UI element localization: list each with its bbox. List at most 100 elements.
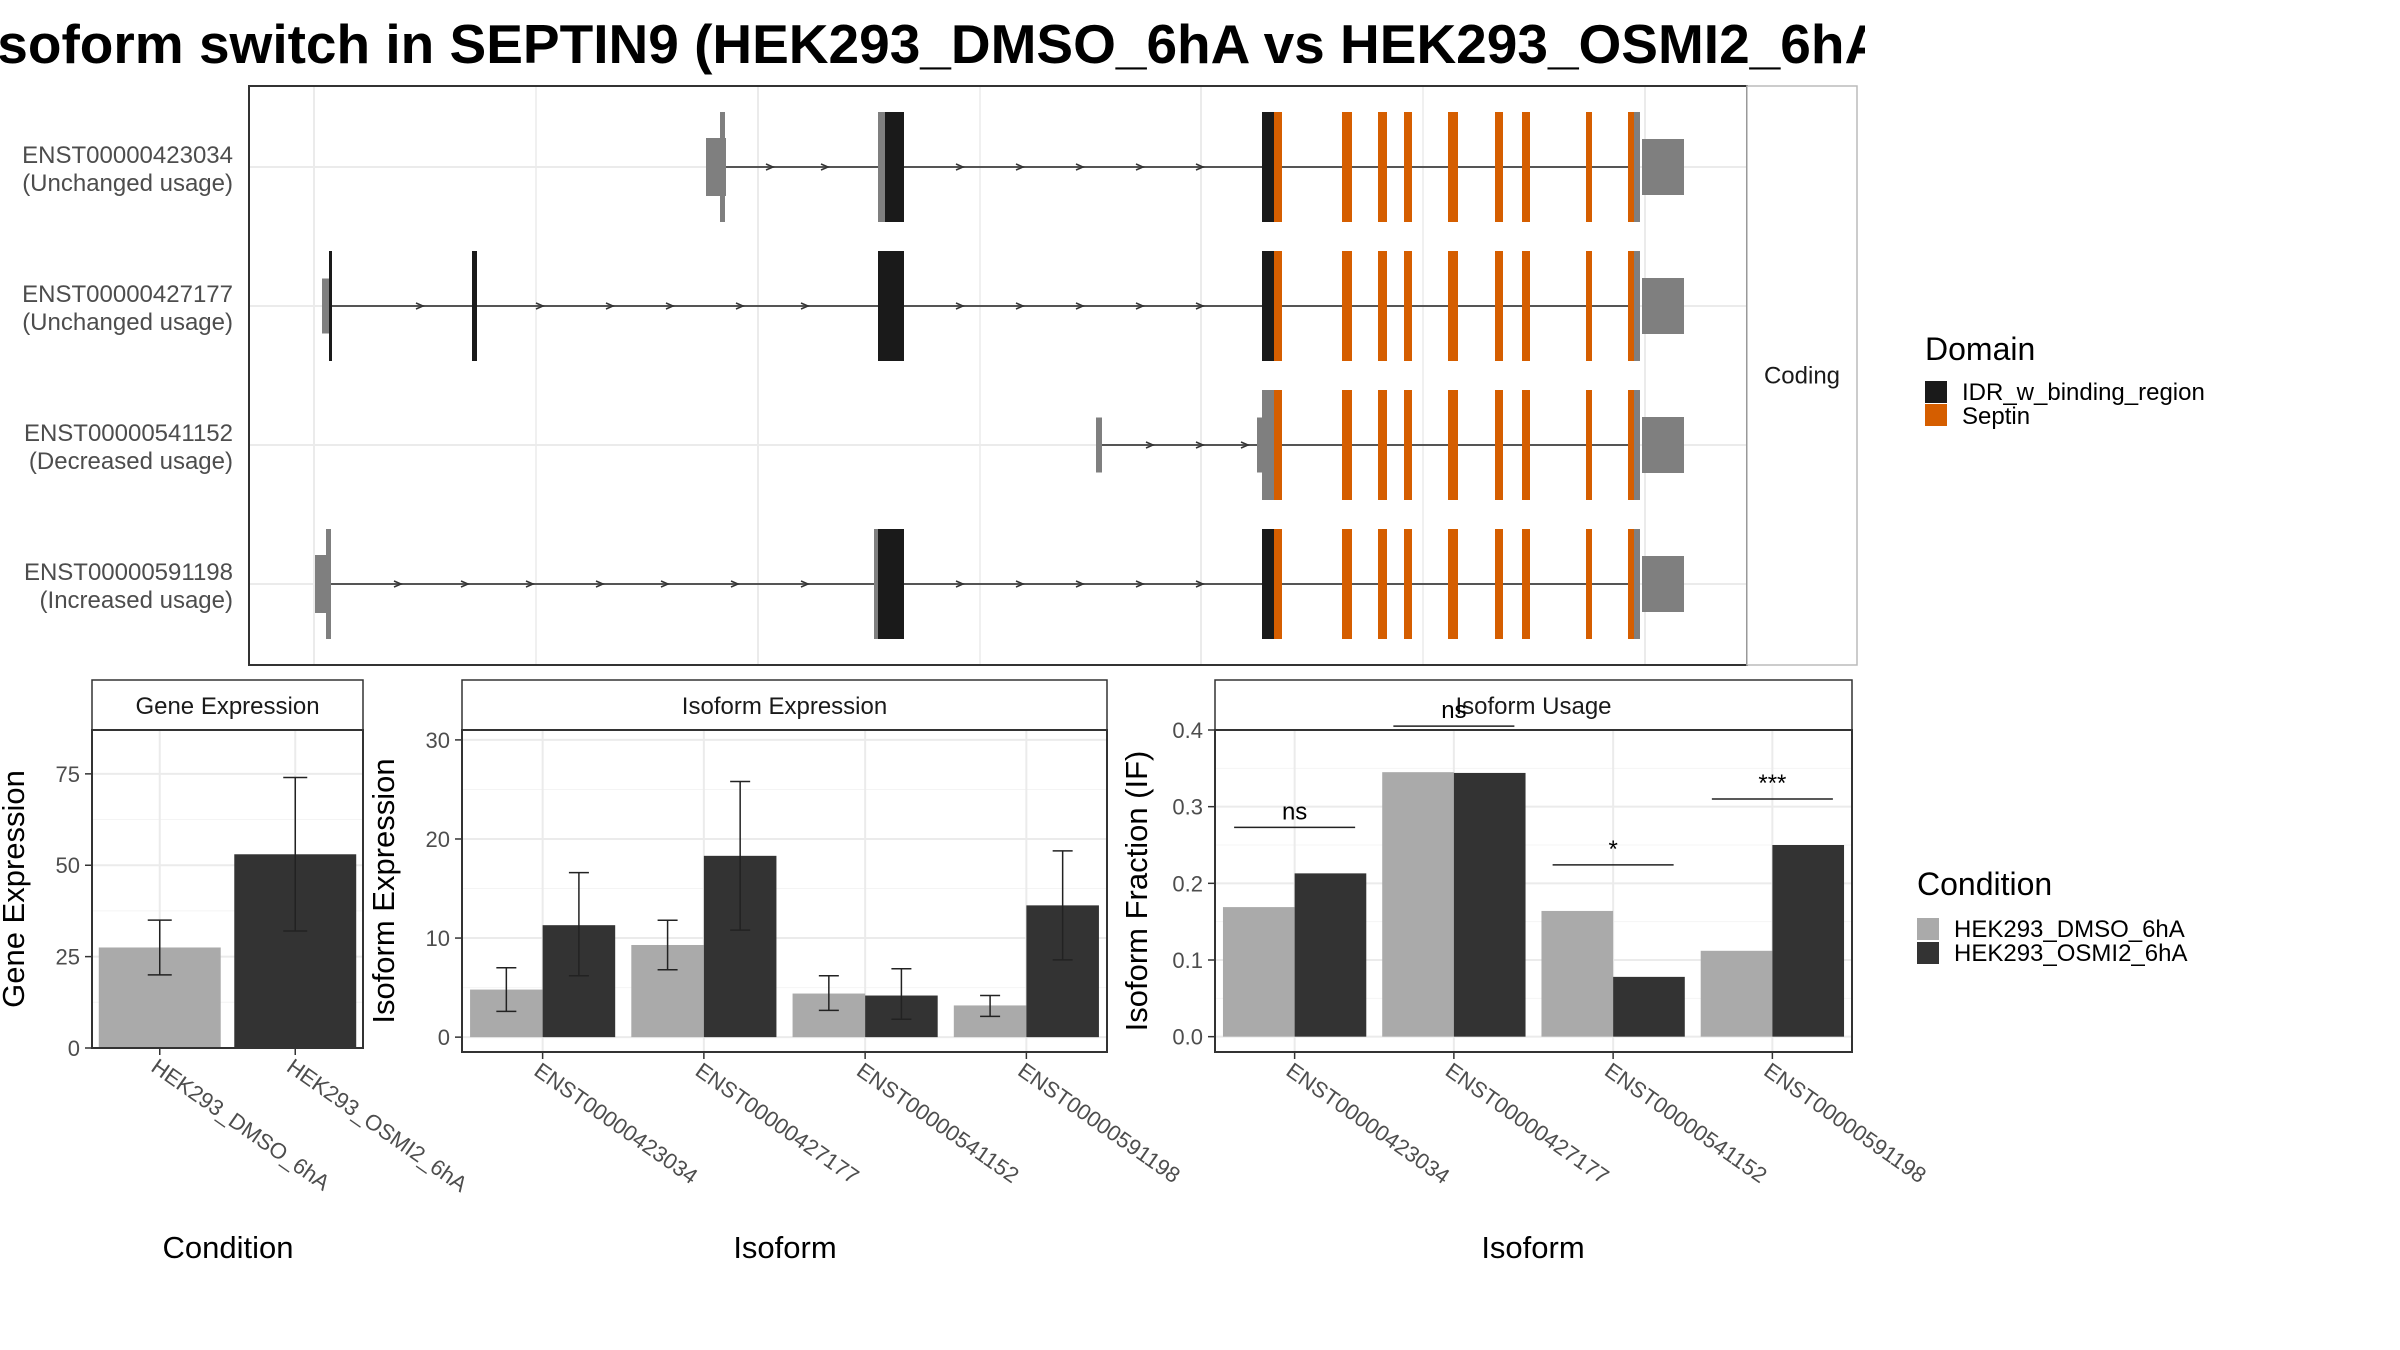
idr-domain-exon [1262, 251, 1274, 361]
septin-domain-exon [1586, 390, 1592, 500]
y-tick-label: 0 [68, 1036, 80, 1061]
intron-arrow [1135, 163, 1145, 171]
y-tick-label: 30 [426, 728, 450, 753]
utr-exon [1634, 112, 1640, 222]
condition-legend: Condition HEK293_DMSO_6hA HEK293_OSMI2_6… [1917, 866, 2187, 967]
bar-osmi [1294, 873, 1367, 1037]
bar-dmso [1222, 907, 1295, 1037]
idr-domain-exon [1262, 112, 1274, 222]
utr-exon [1634, 529, 1640, 639]
y-axis-title: Isoform Expression [366, 758, 401, 1023]
transcript-row-2 [1096, 390, 1684, 500]
intron-arrow [1195, 302, 1205, 310]
intron-arrow [955, 302, 965, 310]
panel-strip [1214, 679, 1853, 731]
septin-domain-exon [1522, 529, 1530, 639]
bar-osmi [1453, 772, 1526, 1037]
x-tick-label: ENST00000423034 [1282, 1058, 1455, 1189]
significance-label: ns [1282, 798, 1307, 825]
legend-label-idr: IDR_w_binding_region [1962, 379, 2205, 406]
legend-label-septin: Septin [1962, 403, 2030, 430]
transcript-row-1 [322, 251, 1684, 361]
intron-arrow [800, 302, 810, 310]
intron-arrow [1075, 580, 1085, 588]
utr-exon-3prime [1642, 556, 1684, 612]
x-tick-label: ENST00000427177 [1441, 1058, 1614, 1189]
y-tick-label: 50 [56, 853, 80, 878]
y-tick-label: 0.3 [1172, 795, 1203, 820]
significance-label: *** [1758, 770, 1786, 797]
intron-arrow [1015, 163, 1025, 171]
panel-strip-title: Isoform Usage [1455, 693, 1611, 720]
significance-label: ns [1441, 697, 1466, 724]
utr-exon-3prime [1642, 278, 1684, 334]
utr-exon [322, 278, 329, 334]
bar-dmso [1382, 772, 1454, 1037]
transcript-id-label: ENST00000423034 [22, 142, 233, 169]
chart-title: Isoform switch in SEPTIN9 (HEK293_DMSO_6… [0, 13, 1865, 75]
septin-domain-exon [1448, 112, 1458, 222]
transcript-usage-label: (Unchanged usage) [22, 170, 233, 197]
septin-domain-exon [1404, 251, 1412, 361]
x-tick-label: ENST00000591198 [1760, 1058, 1931, 1188]
utr-exon [315, 555, 329, 613]
intron-arrow [735, 302, 745, 310]
septin-domain-exon [1448, 251, 1458, 361]
intron-arrow [1195, 163, 1205, 171]
transcript-id-label: ENST00000427177 [22, 281, 233, 308]
intron-arrow [1075, 302, 1085, 310]
intron-arrow [393, 580, 403, 588]
intron-arrow [665, 302, 675, 310]
panel-strip-title: Isoform Expression [682, 693, 887, 720]
x-tick-label: ENST00000427177 [691, 1058, 864, 1189]
title-clip: Isoform switch in SEPTIN9 (HEK293_DMSO_6… [0, 0, 1865, 80]
structure-strip-label: Coding [1764, 363, 1840, 390]
y-axis-title: Gene Expression [0, 770, 31, 1008]
panel-strip-title: Gene Expression [135, 693, 319, 720]
septin-domain-exon [1522, 251, 1530, 361]
x-tick-label: ENST00000541152 [852, 1058, 1023, 1188]
septin-domain-exon [1378, 529, 1387, 639]
intron-arrow [1075, 163, 1085, 171]
intron-arrow [1195, 441, 1205, 449]
legend-label-dmso: HEK293_DMSO_6hA [1954, 916, 2185, 943]
y-tick-label: 0 [438, 1025, 450, 1050]
utr-exon [1634, 251, 1640, 361]
septin-domain-exon [1342, 390, 1352, 500]
septin-domain-exon [1274, 112, 1282, 222]
panel-border [91, 729, 364, 1049]
transcript-structure-panel: Coding ENST00000423034(Unchanged usage) EN… [22, 85, 1858, 666]
isoform-usage-panel: Isoform Usage 0.0 0.1 0.2 0.3 0.4 Isoform Frac… [1119, 679, 1931, 1265]
y-tick-label: 0.4 [1172, 718, 1203, 743]
idr-domain-exon [472, 251, 477, 361]
septin-domain-exon [1342, 112, 1352, 222]
septin-domain-exon [1628, 112, 1634, 222]
intron-arrow [730, 580, 740, 588]
y-tick-label: 10 [426, 926, 450, 951]
septin-domain-exon [1586, 112, 1592, 222]
septin-domain-exon [1586, 529, 1592, 639]
isoform-expression-panel: Isoform Expression 0 10 20 30 Isoform Express… [366, 679, 1185, 1265]
septin-domain-exon [1448, 529, 1458, 639]
utr-exon [1257, 417, 1263, 473]
x-tick-label: ENST00000423034 [530, 1058, 703, 1189]
bar-dmso [1700, 950, 1773, 1037]
intron-arrow [820, 163, 830, 171]
y-tick-label: 20 [426, 827, 450, 852]
panel-strip [91, 679, 364, 731]
bar-osmi [1613, 976, 1685, 1037]
intron-arrow [1195, 580, 1205, 588]
gene-expression-panel: Gene Expression 0 25 50 75 Gene Expression Con… [0, 679, 472, 1265]
intron-arrow [800, 580, 810, 588]
septin-domain-exon [1495, 390, 1503, 500]
utr-exon [326, 529, 331, 639]
transcript-usage-label: (Increased usage) [40, 587, 233, 614]
septin-domain-exon [1628, 390, 1634, 500]
septin-domain-exon [1495, 529, 1503, 639]
septin-domain-exon [1628, 529, 1634, 639]
x-tick-label: ENST00000541152 [1600, 1058, 1771, 1188]
utr-exon-3prime [1642, 417, 1684, 473]
idr-domain-exon [1262, 529, 1274, 639]
utr-exon [878, 112, 886, 222]
